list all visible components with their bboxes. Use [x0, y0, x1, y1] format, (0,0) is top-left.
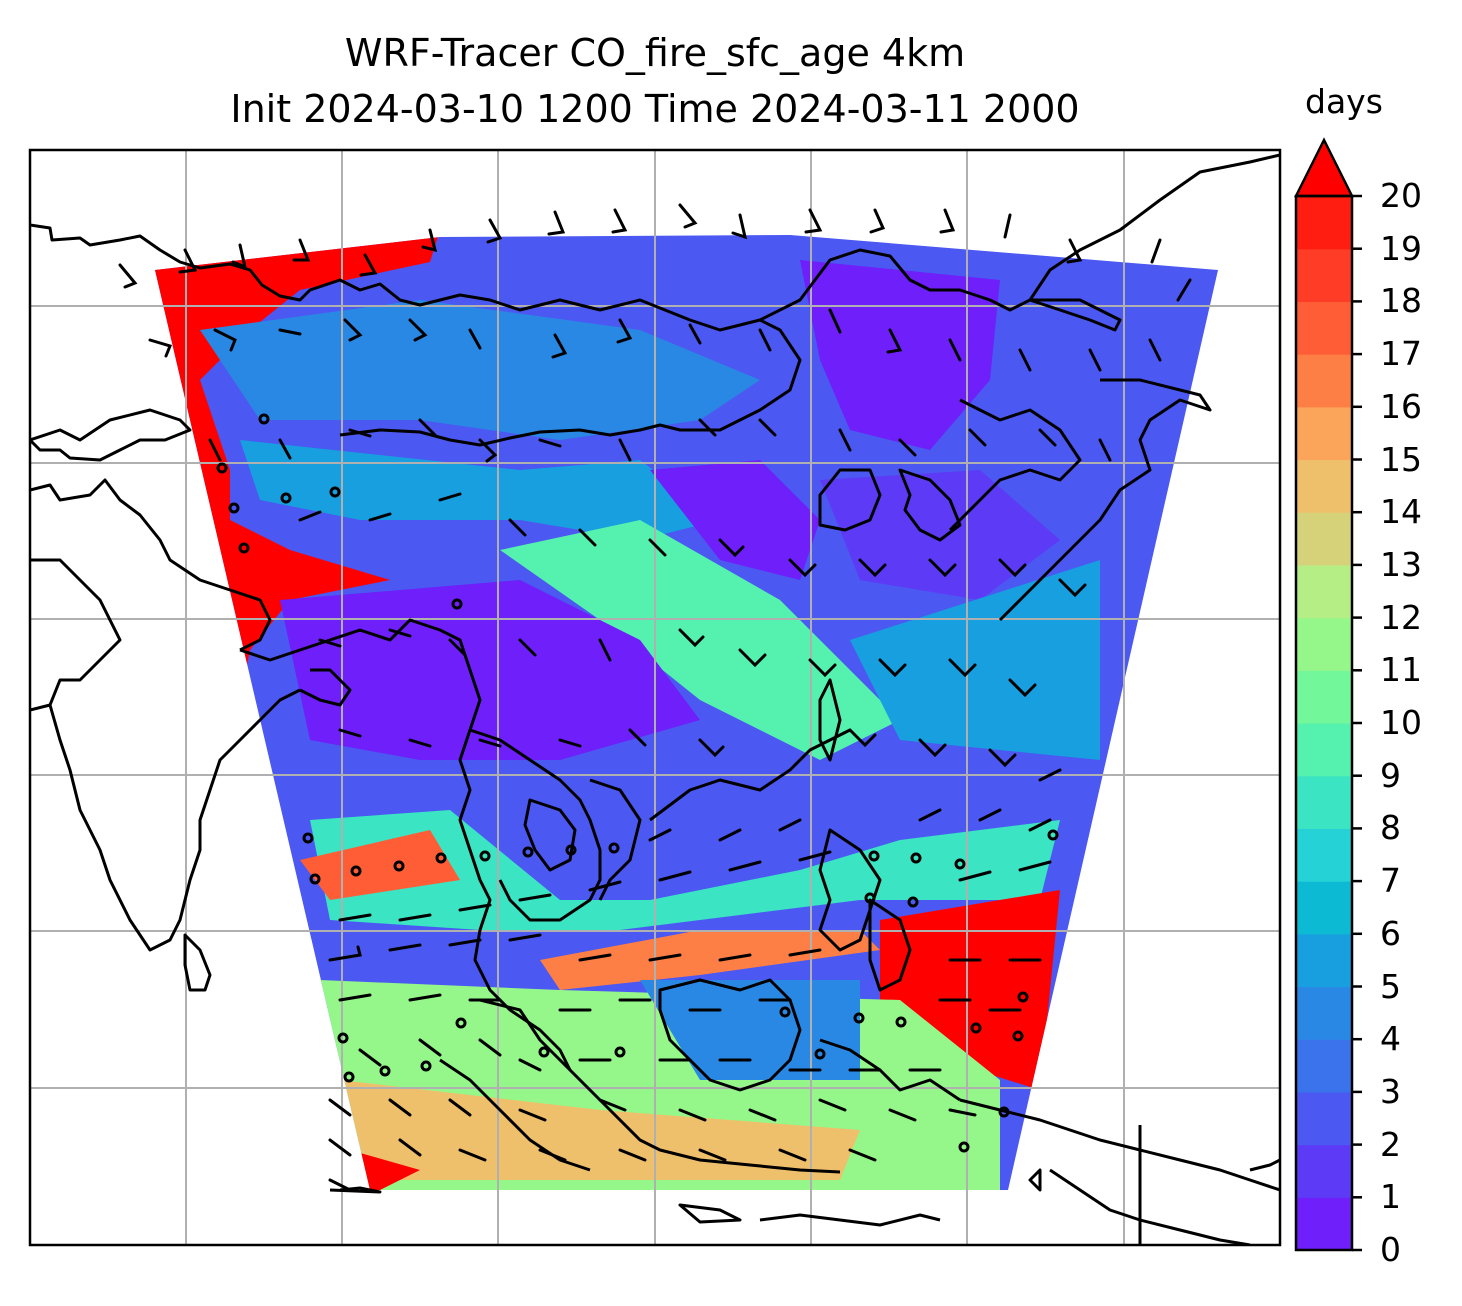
- colorbar-tick-label: 15: [1380, 439, 1422, 479]
- field-region-violet-mid: [650, 460, 820, 580]
- gridlines: [30, 150, 1280, 1245]
- colorbar-tick-label: 18: [1380, 281, 1422, 321]
- colorbar-segment: [1296, 1197, 1352, 1251]
- colorbar-segment: [1296, 406, 1352, 461]
- colorbar-segment: [1296, 564, 1352, 619]
- colorbar-tick-label: 20: [1380, 176, 1422, 215]
- colorbar-segment: [1296, 301, 1352, 355]
- colorbar-tick-label: 7: [1380, 861, 1401, 901]
- colorbar-segment: [1296, 828, 1352, 882]
- colorbar-extend-arrow: [1293, 137, 1355, 198]
- colorbar: [1293, 137, 1362, 1252]
- colorbar-tick-label: 17: [1380, 334, 1422, 374]
- colorbar-segment: [1296, 196, 1352, 250]
- colorbar-segment: [1296, 723, 1352, 777]
- calm-wind-markers: [216, 413, 1059, 1153]
- map-frame: [28, 148, 1282, 1247]
- colorbar-tick-label: 16: [1380, 386, 1422, 426]
- field-region-blue-south: [640, 980, 860, 1080]
- colorbar-segment: [1296, 933, 1352, 988]
- field-region-violet-north: [800, 260, 1000, 450]
- colorbar-tick-label: 2: [1380, 1124, 1401, 1164]
- colorbar-tick-label: 11: [1380, 650, 1422, 690]
- field-region-blue-north: [200, 300, 760, 440]
- colorbar-segment: [1296, 459, 1352, 513]
- field-region-violet-central: [280, 580, 700, 760]
- colorbar-segment: [1296, 512, 1352, 566]
- colorbar-segment: [1296, 248, 1352, 302]
- colorbar-tick-label: 6: [1380, 913, 1401, 953]
- map-area: [30, 150, 1280, 1245]
- colorbar-tick-label: 10: [1380, 703, 1422, 742]
- field-region-violet-east: [820, 470, 1060, 600]
- age-field: [155, 235, 1218, 1190]
- colorbar-label: days: [1305, 82, 1383, 121]
- colorbar-segment: [1296, 881, 1352, 935]
- colorbar-segment: [1296, 1039, 1352, 1093]
- colorbar-tick-label: 12: [1380, 597, 1422, 637]
- field-region-orange-band: [540, 930, 880, 990]
- colorbar-tick-label: 14: [1380, 492, 1422, 532]
- colorbar-tick-label: 5: [1380, 966, 1401, 1006]
- colorbar-tick-label: 4: [1380, 1019, 1401, 1059]
- field-region-cyan-band: [240, 440, 720, 540]
- coastlines: [30, 153, 1280, 1245]
- colorbar-segment: [1296, 986, 1352, 1040]
- colorbar-segment: [1296, 775, 1352, 829]
- colorbar-tick-label: 1: [1380, 1177, 1401, 1217]
- colorbar-tick-label: 13: [1380, 544, 1422, 584]
- chart-title-line2: Init 2024-03-10 1200 Time 2024-03-11 200…: [230, 87, 1080, 131]
- colorbar-tick-label: 0: [1380, 1230, 1401, 1269]
- colorbar-segment: [1296, 1091, 1352, 1146]
- colorbar-segment: [1296, 617, 1352, 671]
- colorbar-tick-label: 3: [1380, 1071, 1401, 1111]
- wind-barbs: [118, 203, 1192, 1192]
- field-region-orange-west: [300, 830, 460, 900]
- colorbar-segment: [1296, 1144, 1352, 1198]
- colorbar-tick-label: 9: [1380, 755, 1401, 795]
- colorbar-tick-label: 19: [1380, 228, 1422, 268]
- colorbar-tick-label: 8: [1380, 808, 1401, 848]
- field-region-cyan-east: [850, 560, 1100, 760]
- chart-title-line1: WRF-Tracer CO_fire_sfc_age 4km: [344, 31, 966, 75]
- colorbar-segment: [1296, 670, 1352, 724]
- colorbar-segment: [1296, 354, 1352, 408]
